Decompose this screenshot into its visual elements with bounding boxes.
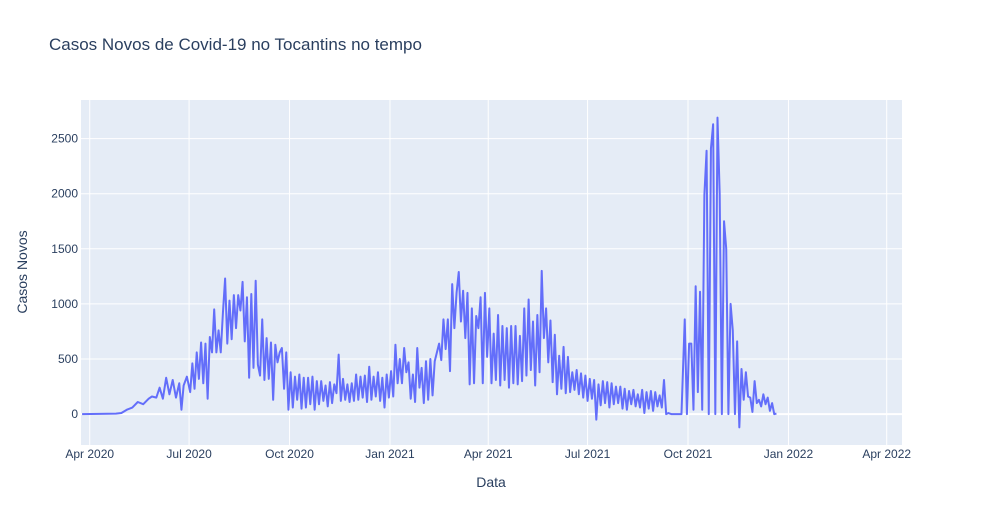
x-tick-label: Apr 2020 xyxy=(65,447,114,461)
y-tick-label: 1500 xyxy=(51,242,78,256)
x-tick-label: Jan 2021 xyxy=(365,447,415,461)
series-layer xyxy=(82,116,777,429)
x-tick-label: Oct 2020 xyxy=(265,447,314,461)
series-line xyxy=(82,116,777,429)
y-tick-label: 2500 xyxy=(51,132,78,146)
grid-lines xyxy=(81,100,902,445)
x-tick-label: Jan 2022 xyxy=(764,447,814,461)
chart-title: Casos Novos de Covid-19 no Tocantins no … xyxy=(49,35,422,54)
y-axis-title: Casos Novos xyxy=(14,230,30,313)
x-tick-label: Jul 2021 xyxy=(565,447,611,461)
axis-ticks: 0 500 1000 1500 2000 2500 Apr 2020 Jul 2020 Oct … xyxy=(51,132,911,461)
x-tick-label: Apr 2021 xyxy=(464,447,513,461)
x-axis-title: Data xyxy=(476,474,506,490)
y-tick-label: 1000 xyxy=(51,297,78,311)
y-tick-label: 0 xyxy=(71,407,78,421)
x-tick-label: Oct 2021 xyxy=(664,447,713,461)
y-tick-label: 2000 xyxy=(51,187,78,201)
y-tick-label: 500 xyxy=(58,352,78,366)
x-tick-label: Jul 2020 xyxy=(166,447,212,461)
plot-background xyxy=(81,100,902,445)
x-tick-label: Apr 2022 xyxy=(862,447,911,461)
